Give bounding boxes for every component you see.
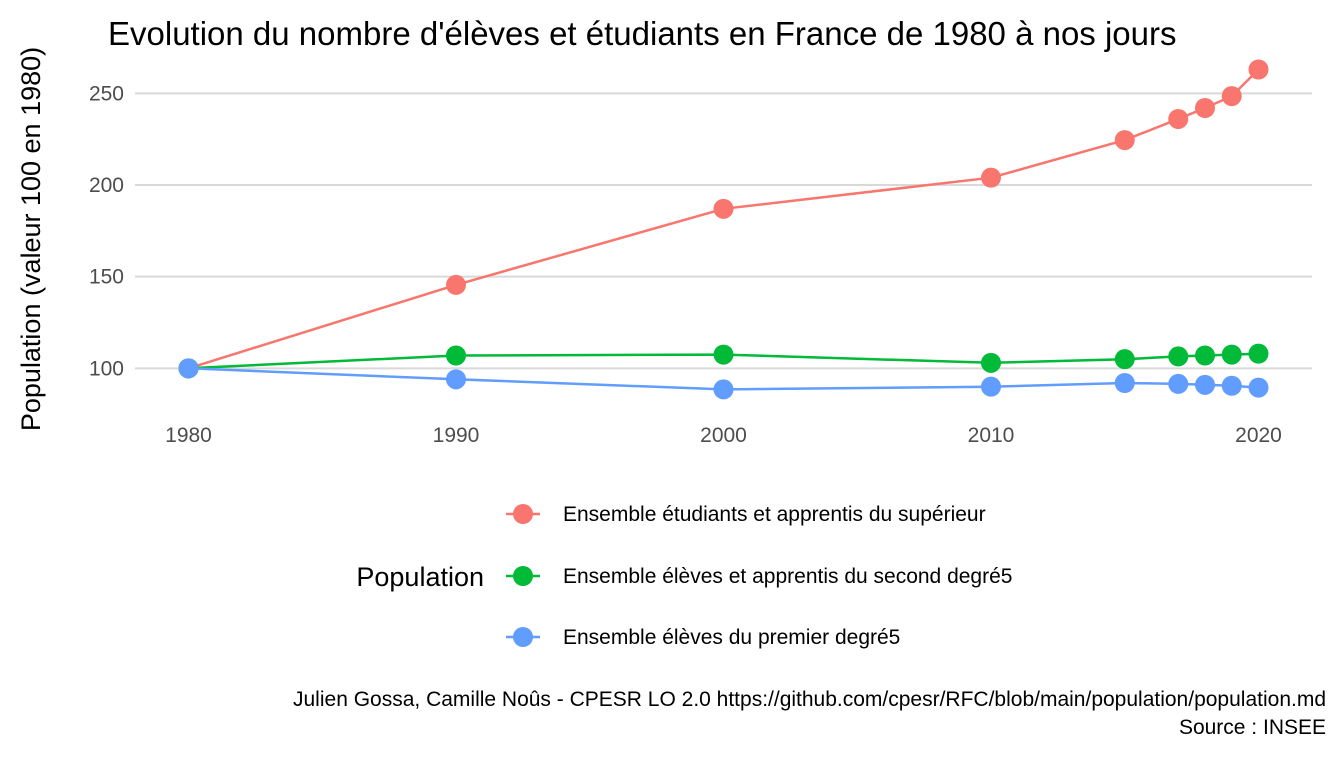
- x-tick-label: 1990: [433, 424, 480, 447]
- data-point: [1168, 346, 1189, 367]
- x-tick-label: 2010: [968, 424, 1015, 447]
- x-axis-ticks: 1980 1990 2000 2010 2020: [165, 424, 1282, 447]
- data-point: [1114, 130, 1135, 151]
- data-point: [1114, 349, 1135, 370]
- y-tick-label: 250: [89, 82, 124, 105]
- data-point: [446, 369, 466, 390]
- legend-title: Population: [356, 562, 484, 592]
- data-point: [446, 274, 466, 295]
- y-tick-label: 150: [89, 266, 124, 289]
- plot-series: [178, 59, 1269, 400]
- series-2: [178, 343, 1269, 379]
- x-tick-label: 1980: [165, 424, 212, 447]
- data-point: [1195, 345, 1215, 366]
- series-1: [178, 59, 1269, 379]
- x-tick-label: 2020: [1235, 424, 1282, 447]
- legend-item-2: Ensemble élèves et apprentis du second d…: [506, 565, 1012, 588]
- data-point: [981, 376, 1001, 397]
- x-tick-label: 2000: [700, 424, 747, 447]
- gridlines: [135, 92, 1312, 370]
- legend-label: Ensemble élèves du premier degré5: [563, 626, 900, 649]
- legend-key-point: [513, 627, 533, 647]
- caption-credits: Julien Gossa, Camille Noûs - CPESR LO 2.…: [293, 688, 1326, 711]
- data-point: [178, 358, 199, 379]
- y-axis-label: Population (valeur 100 en 1980): [16, 47, 46, 431]
- caption: Julien Gossa, Camille Noûs - CPESR LO 2.…: [293, 688, 1326, 739]
- data-point: [1221, 375, 1242, 396]
- legend: Population Ensemble étudiants et apprent…: [356, 503, 1012, 649]
- legend-item-1: Ensemble étudiants et apprentis du supér…: [506, 503, 986, 526]
- data-point: [981, 167, 1001, 188]
- y-tick-label: 100: [89, 357, 124, 380]
- data-point: [1248, 343, 1269, 364]
- data-point: [1114, 373, 1135, 393]
- data-point: [981, 352, 1001, 373]
- data-point: [713, 198, 734, 219]
- data-point: [1195, 98, 1215, 118]
- data-point: [1168, 373, 1189, 394]
- y-tick-label: 200: [89, 174, 124, 197]
- legend-key-point: [513, 566, 533, 586]
- data-point: [1248, 59, 1269, 80]
- chart-title: Evolution du nombre d'élèves et étudiant…: [108, 15, 1177, 52]
- data-point: [1168, 109, 1189, 129]
- data-point: [1221, 344, 1242, 365]
- caption-source: Source : INSEE: [1179, 716, 1326, 739]
- data-point: [713, 344, 734, 365]
- legend-key-point: [513, 504, 533, 524]
- legend-label: Ensemble élèves et apprentis du second d…: [563, 565, 1012, 588]
- data-point: [446, 345, 466, 366]
- series-3: [178, 358, 1269, 400]
- data-point: [1221, 86, 1242, 107]
- y-axis-ticks: 100 150 200 250: [89, 82, 124, 380]
- data-point: [1195, 374, 1215, 395]
- data-point: [1248, 377, 1269, 398]
- series-line-1: [188, 68, 1260, 370]
- legend-label: Ensemble étudiants et apprentis du supér…: [563, 503, 986, 526]
- data-point: [713, 379, 734, 400]
- legend-item-3: Ensemble élèves du premier degré5: [506, 626, 900, 649]
